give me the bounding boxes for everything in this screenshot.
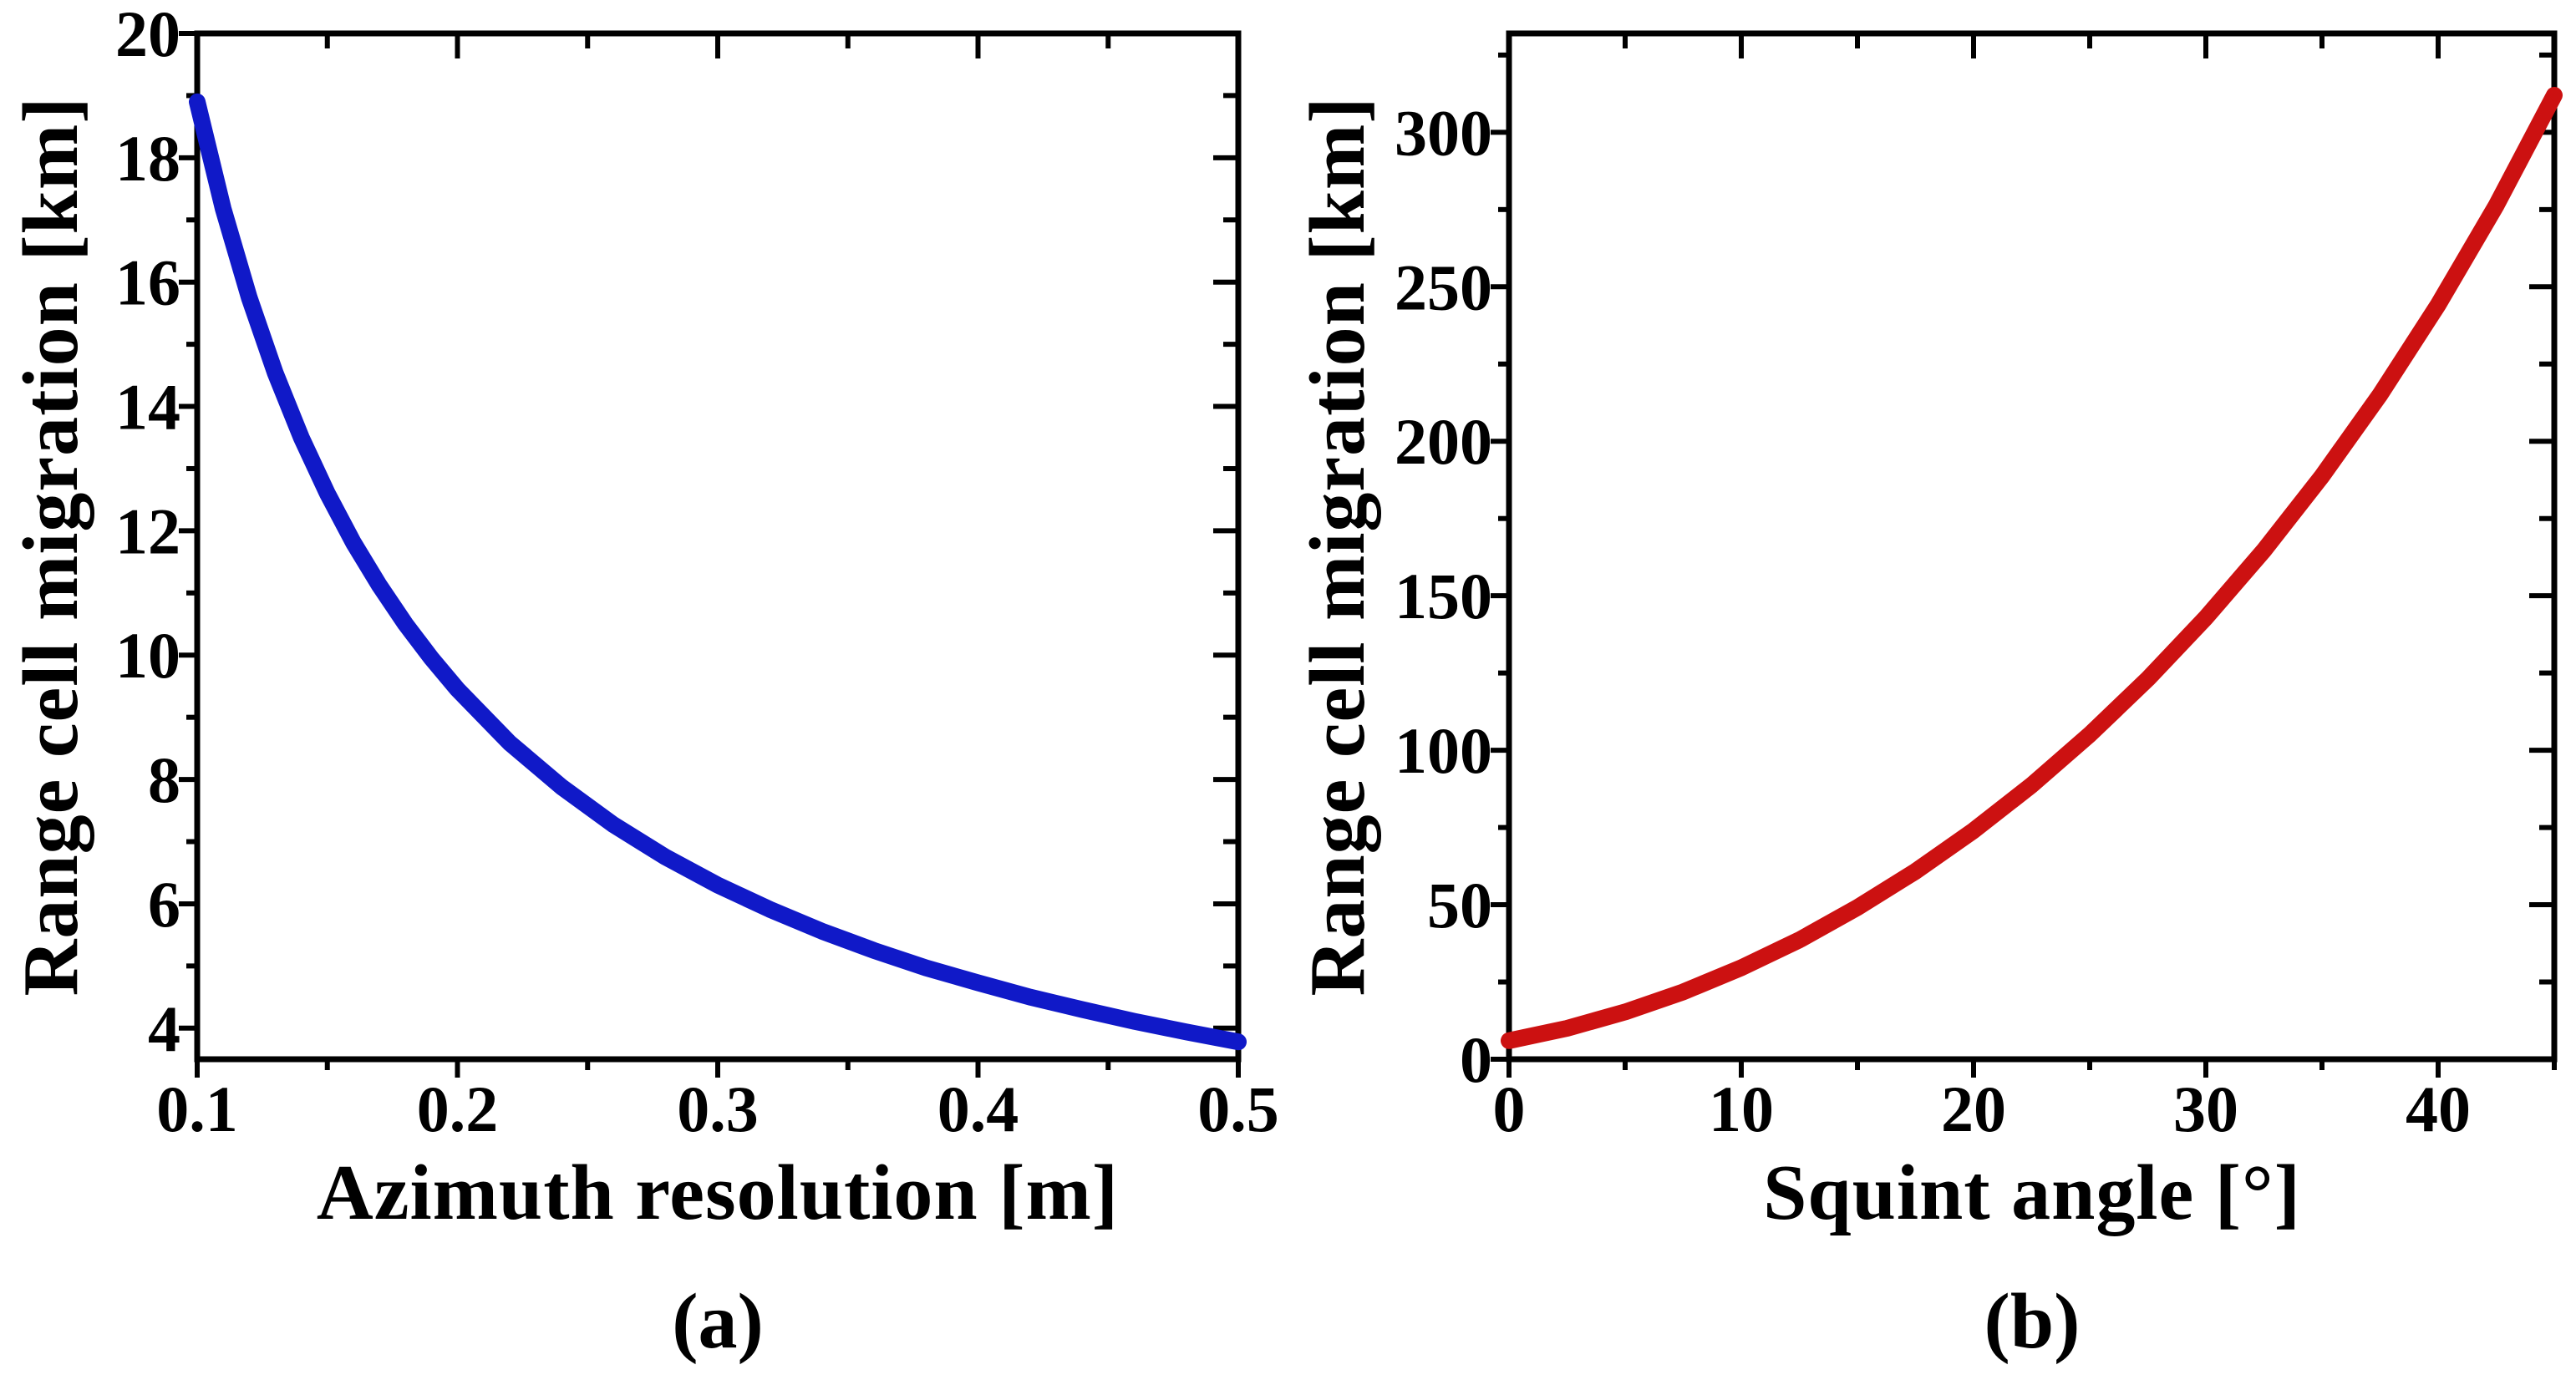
plot-b-y-tick-label: 150 (1395, 560, 1492, 632)
plot-b-x-tick-label: 20 (1941, 1073, 2006, 1145)
plot-b-x-tick-label: 40 (2406, 1073, 2471, 1145)
plot-a-x-axis-label: Azimuth resolution [m] (316, 1149, 1120, 1236)
plot-b-y-axis-label: Range cell migration [km] (1294, 96, 1381, 997)
plot-b-y-tick-label: 0 (1460, 1023, 1492, 1096)
plot-b-x-tick-label: 10 (1709, 1073, 1774, 1145)
plot-a-y-tick-label: 6 (148, 868, 180, 941)
plot-a-y-tick-label: 18 (115, 122, 180, 195)
plot-a-x-tick-label: 0.4 (937, 1073, 1019, 1145)
plot-a-y-tick-label: 10 (115, 619, 180, 692)
plot-a-y-axis-label: Range cell migration [km] (8, 96, 94, 997)
plot-b-caption: (b) (1984, 1278, 2081, 1365)
plot-a-y-tick-label: 14 (115, 371, 180, 444)
plot-a-y-tick-label: 20 (115, 0, 180, 70)
plot-a-y-tick-label: 4 (148, 992, 180, 1065)
plot-b-y-tick-label: 250 (1395, 251, 1492, 323)
plot-a-y-tick-label: 16 (115, 246, 180, 319)
plot-b-y-tick-label: 300 (1395, 96, 1492, 169)
plot-b-x-axis-label: Squint angle [°] (1763, 1149, 2301, 1236)
plot-a-caption: (a) (672, 1278, 764, 1365)
plot-a-y-tick-label: 12 (115, 495, 180, 567)
plot-a-x-tick-label: 0.2 (417, 1073, 499, 1145)
plot-a-x-tick-label: 0.3 (677, 1073, 759, 1145)
plot-b-x-tick-label: 0 (1493, 1073, 1526, 1145)
plot-a-x-tick-label: 0.1 (156, 1073, 238, 1145)
plot-b-axes-box (1506, 30, 2558, 1063)
plot-b-y-tick-label: 200 (1395, 405, 1492, 478)
plot-b-y-tick-label: 100 (1395, 714, 1492, 787)
plot-b-y-tick-label: 50 (1427, 869, 1492, 941)
plot-a-y-tick-label: 8 (148, 743, 180, 816)
plot-b-x-tick-label: 30 (2173, 1073, 2238, 1145)
plot-a-x-tick-label: 0.5 (1197, 1073, 1279, 1145)
plot-a-curve (189, 93, 1247, 1051)
plot-b-curve (1501, 87, 2563, 1049)
